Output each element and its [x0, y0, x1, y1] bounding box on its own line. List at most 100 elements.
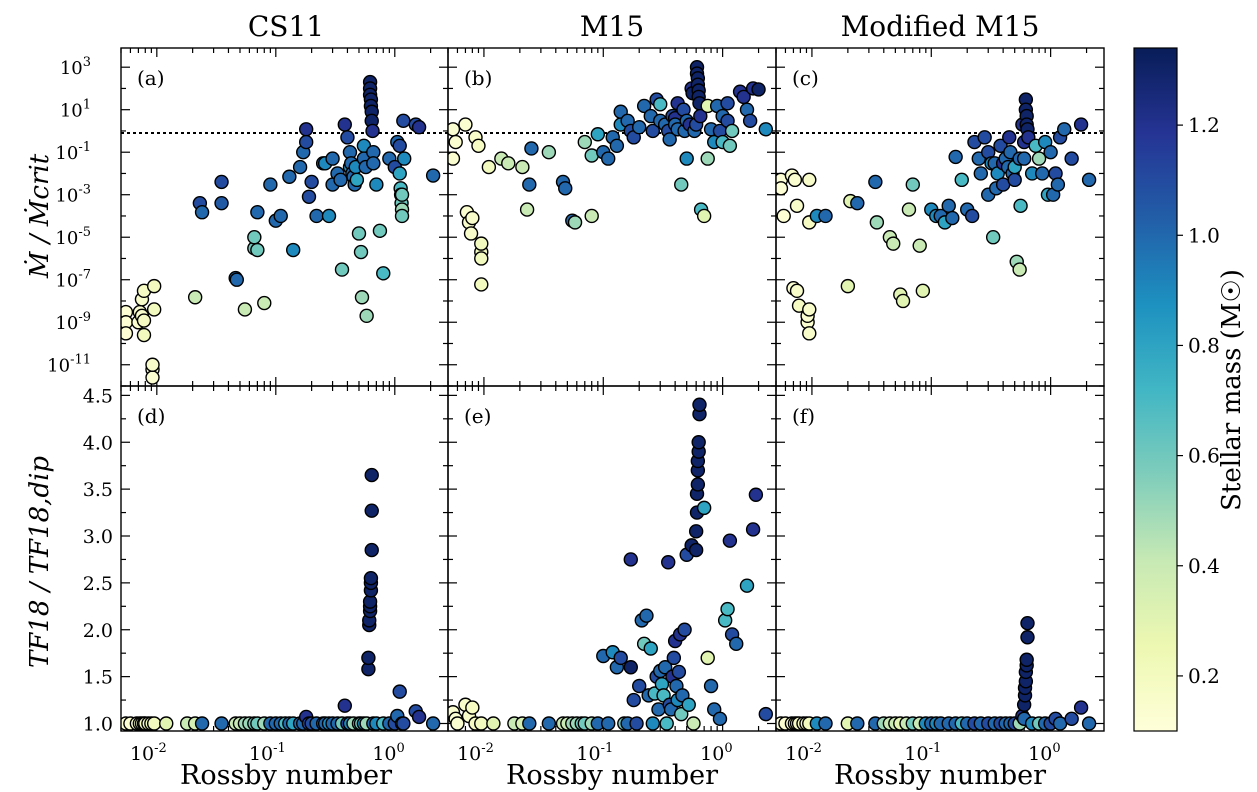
data-point: [945, 210, 960, 226]
xlabel-c: Rossby number: [834, 760, 1046, 791]
data-point: [802, 326, 817, 341]
data-point: [187, 290, 203, 305]
data-point: [474, 251, 489, 266]
data-point: [1019, 652, 1034, 667]
data-point: [501, 156, 516, 171]
data-point: [1057, 122, 1072, 137]
data-point: [353, 244, 369, 260]
x-tick-label: 10-1: [576, 741, 613, 765]
data-point: [688, 542, 704, 558]
data-point: [712, 711, 728, 727]
data-point: [263, 177, 278, 192]
data-point: [250, 205, 265, 220]
data-point: [776, 181, 789, 196]
data-point: [474, 277, 489, 292]
data-point: [720, 601, 735, 617]
data-point: [364, 503, 379, 518]
data-point: [690, 477, 706, 492]
panels-group: 10-11 10-9 10-7 10-5 10-3 10-1 101 103 (a) (b) (c)…: [47, 47, 1105, 765]
data-point: [298, 122, 314, 137]
x-tick-label: 100: [700, 741, 732, 765]
data-point: [285, 242, 301, 258]
scatter-points: [776, 92, 1097, 341]
column-title-m15: M15: [580, 10, 644, 43]
data-point: [590, 127, 606, 142]
data-point: [522, 177, 537, 192]
data-point: [993, 138, 1008, 154]
data-point: [1012, 262, 1027, 277]
x-ticks: [447, 48, 760, 386]
data-point: [693, 108, 708, 124]
data-point: [623, 660, 638, 675]
data-point: [639, 608, 654, 623]
data-point: [194, 205, 210, 220]
colorbar-gradient: [1133, 47, 1178, 732]
panel-label: (e): [464, 404, 491, 428]
y-ticks: [776, 394, 1104, 725]
colorbar-ticks: 0.2 0.4 0.6 0.8 1.0 1.2: [1177, 113, 1220, 688]
data-point: [136, 313, 152, 328]
data-point: [692, 397, 707, 412]
data-point: [724, 123, 740, 139]
data-point: [601, 151, 616, 166]
panel-frame: [447, 385, 777, 732]
data-point: [369, 177, 384, 192]
x-tick-label: 10-2: [130, 741, 167, 765]
data-point: [954, 172, 969, 188]
data-point: [696, 500, 712, 516]
data-point: [465, 700, 480, 715]
data-point: [392, 166, 407, 181]
data-point: [411, 120, 427, 135]
y-tick-label: 10-5: [55, 225, 91, 249]
data-point: [146, 302, 162, 317]
y-tick-label: 10-3: [55, 183, 91, 207]
data-point: [840, 278, 856, 294]
panel-frame: [775, 385, 1105, 732]
data-point: [623, 552, 638, 567]
data-point: [1002, 130, 1017, 145]
data-point: [789, 198, 805, 214]
data-point: [146, 716, 162, 731]
data-point: [659, 716, 674, 731]
data-point: [392, 138, 407, 154]
data-point: [359, 308, 374, 324]
data-point: [686, 716, 701, 731]
data-point: [895, 293, 911, 309]
data-point: [366, 156, 381, 171]
data-point: [214, 716, 229, 731]
data-point: [365, 123, 380, 139]
data-point: [657, 660, 673, 675]
data-point: [787, 172, 803, 188]
data-point: [334, 262, 350, 277]
panel-label: (f): [792, 404, 815, 428]
data-point: [745, 522, 761, 537]
data-point: [1081, 716, 1097, 731]
data-point: [394, 187, 410, 202]
colorbar-label: Stellar mass (M☉): [1217, 269, 1247, 511]
y-ticks: [121, 394, 448, 725]
data-point: [1073, 700, 1089, 715]
y-tick-label: 3.5: [83, 479, 113, 501]
data-point: [522, 716, 537, 731]
data-point: [292, 159, 308, 175]
data-point: [321, 208, 337, 224]
data-point: [458, 117, 473, 132]
data-point: [941, 198, 956, 214]
data-point: [912, 238, 927, 253]
x-ticks: [120, 386, 432, 731]
colorbar-tick-label: 0.4: [1188, 554, 1220, 578]
data-point: [758, 706, 774, 722]
data-point: [703, 678, 719, 694]
data-point: [465, 210, 480, 226]
data-point: [645, 716, 661, 731]
data-point: [886, 236, 901, 251]
colorbar: 0.2 0.4 0.6 0.8 1.0 1.2 Stellar mass (M☉): [1133, 47, 1247, 732]
data-point: [720, 96, 735, 111]
y-tick-label: 2.5: [83, 573, 113, 595]
colorbar-tick-label: 1.2: [1188, 113, 1220, 137]
panel-a: 10-11 10-9 10-7 10-5 10-3 10-1 101 103 (a): [47, 47, 449, 387]
data-point: [1050, 177, 1066, 192]
data-point: [425, 168, 441, 183]
scatter-points: [121, 74, 441, 385]
data-point: [691, 435, 706, 450]
